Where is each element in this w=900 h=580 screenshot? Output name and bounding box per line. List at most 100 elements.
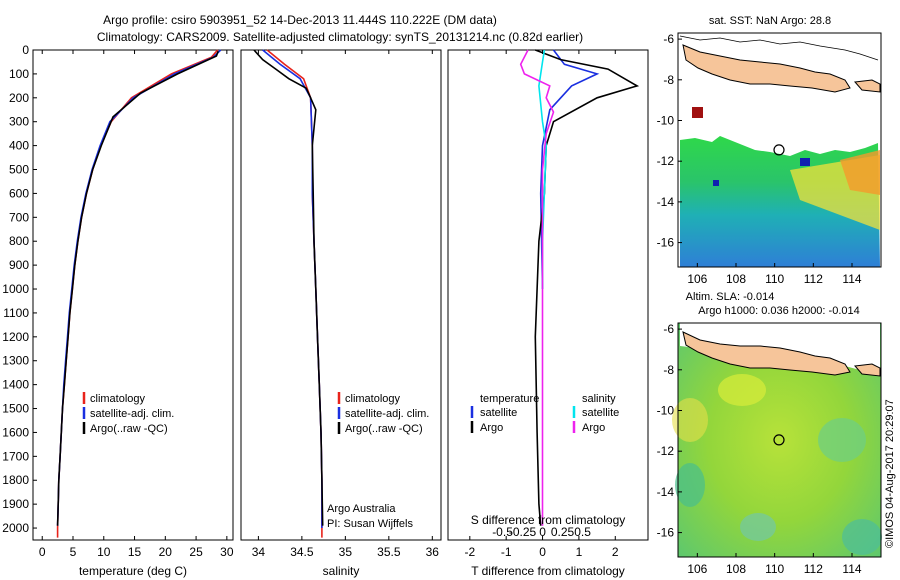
legend-argo-label: Argo(..raw -QC) [90, 423, 168, 435]
x-tick-label: 25 [189, 545, 203, 559]
temperature-legend: climatology satellite-adj. clim. Argo(..… [82, 392, 174, 435]
y-tick-label: 1700 [2, 449, 29, 463]
series-argo-raw-qc- [56, 50, 219, 526]
lat-tick-label: -12 [657, 154, 675, 168]
sla-high-blob [718, 374, 766, 406]
lon-tick-label: 108 [726, 272, 746, 286]
sst-hot-patch [840, 150, 880, 195]
s-tick-label: -0.25 [509, 525, 537, 539]
lon-tick-label: 114 [842, 272, 861, 286]
imos-watermark: ©IMOS 04-Aug-2017 20:29:07 [884, 399, 896, 548]
legend-t-satellite-label: satellite [480, 407, 517, 419]
sst-cold-pixel [713, 180, 719, 186]
bali-island-land [853, 363, 881, 377]
s-tick-label: 0.5 [574, 525, 591, 539]
argo-australia-note: Argo Australia [327, 503, 396, 515]
y-tick-label: 1000 [2, 282, 29, 296]
x-tick-label: 10 [97, 545, 111, 559]
difference-legend: temperature salinity satellite Argo sate… [470, 393, 619, 434]
salinity-legend: climatology satellite-adj. clim. Argo(..… [337, 392, 429, 435]
s-tick-label: 0 [539, 525, 546, 539]
y-tick-label: 1500 [2, 402, 29, 416]
legend-t-argo-label: Argo [480, 422, 503, 434]
header-line-1: Argo profile: csiro 5903951_52 14-Dec-20… [103, 13, 497, 27]
lat-tick-label: -14 [657, 195, 675, 209]
temperature-x-axis: 0 5 10 15 20 25 30 [39, 50, 234, 559]
x-tick-label: 35 [339, 545, 353, 559]
sla-map-frame [677, 322, 882, 558]
x-tick-label: 15 [128, 545, 142, 559]
difference-series [519, 49, 640, 526]
depth-axis: 0 100 200 300 400 500 600 700 800 900 1000 1100 1200… [2, 43, 37, 535]
salinity-series [253, 49, 324, 538]
x-tick-label: 20 [159, 545, 173, 559]
sla-high-blob [672, 398, 708, 442]
sla-map-panel: Altim. SLA: -0.014 Argo h1000: 0.036 h20… [657, 291, 882, 576]
y-tick-label: 600 [9, 186, 29, 200]
lat-tick-label: -8 [663, 363, 674, 377]
temperature-panel: 0100200300400500600700800900100011001200… [2, 43, 234, 578]
lat-tick-label: -14 [657, 485, 675, 499]
x-tick-label: 30 [220, 545, 234, 559]
y-tick-label: 1300 [2, 354, 29, 368]
lon-tick-label: 110 [765, 562, 784, 576]
x-tick-label: 0 [39, 545, 46, 559]
java-island-land [682, 331, 851, 376]
legend-satellite-label: satellite-adj. clim. [90, 408, 174, 420]
sla-low-blob [675, 463, 705, 507]
x-tick-label: 35.5 [377, 545, 401, 559]
sla-map-title: Altim. SLA: -0.014 [686, 291, 775, 303]
java-island-land [682, 44, 851, 93]
s-difference-label: S difference from climatology [471, 513, 626, 527]
sst-cold-pixel [800, 158, 810, 166]
x-tick-label: 5 [70, 545, 77, 559]
bali-island-land [853, 79, 881, 93]
lat-tick-label: -16 [657, 526, 675, 540]
y-tick-label: 300 [9, 115, 29, 129]
salinity-x-axis: 34 34.5 35 35.5 36 [252, 50, 439, 559]
y-tick-label: 1200 [2, 330, 29, 344]
difference-x-axis: -2 -1 0 1 2 [464, 50, 619, 559]
lon-tick-label: 112 [804, 272, 823, 286]
sst-map-title: sat. SST: NaN Argo: 28.8 [709, 15, 831, 27]
legend-s-argo-label: Argo [582, 422, 605, 434]
lon-tick-label: 106 [687, 272, 707, 286]
lon-tick-label: 112 [804, 562, 823, 576]
pi-note: PI: Susan Wijffels [327, 518, 413, 530]
s-difference-axis: -0.5-0.25 0 0.25 0.5 [492, 525, 591, 539]
x-tick-label: 2 [612, 545, 619, 559]
y-tick-label: 1600 [2, 425, 29, 439]
salinity-panel: 34 34.5 35 35.5 36 salinity climatology sate… [240, 49, 442, 578]
x-tick-label: 34.5 [290, 545, 314, 559]
lat-tick-label: -6 [663, 322, 674, 336]
series-temperature-satellite [539, 49, 600, 290]
lon-tick-label: 114 [842, 562, 861, 576]
y-tick-label: 500 [9, 163, 29, 177]
s-tick-label: 0.25 [551, 525, 575, 539]
x-tick-label: 1 [576, 545, 583, 559]
legend-temperature-title: temperature [480, 393, 539, 405]
series-salinity-argo [519, 49, 555, 526]
lat-tick-label: -8 [663, 73, 674, 87]
y-tick-label: 1900 [2, 497, 29, 511]
y-tick-label: 800 [9, 234, 29, 248]
borneo-coast-line [679, 35, 879, 61]
y-tick-label: 1400 [2, 378, 29, 392]
series-argo-raw-qc- [253, 49, 324, 526]
legend-salinity-title: salinity [582, 393, 616, 405]
argo-position-marker [773, 144, 785, 156]
y-tick-label: 1800 [2, 473, 29, 487]
lon-tick-label: 110 [765, 272, 784, 286]
salinity-xlabel: salinity [323, 564, 360, 578]
legend-satellite-label: satellite-adj. clim. [345, 408, 429, 420]
t-difference-label: T difference from climatology [471, 564, 625, 578]
sla-low-blob [818, 418, 866, 462]
lon-tick-label: 108 [726, 562, 746, 576]
legend-argo-label: Argo(..raw -QC) [345, 423, 423, 435]
lon-tick-label: 106 [687, 562, 707, 576]
x-tick-label: 34 [252, 545, 266, 559]
sla-map-subtitle: Argo h1000: 0.036 h2000: -0.014 [698, 305, 859, 317]
x-tick-label: -2 [464, 545, 475, 559]
legend-climatology-label: climatology [345, 393, 401, 405]
